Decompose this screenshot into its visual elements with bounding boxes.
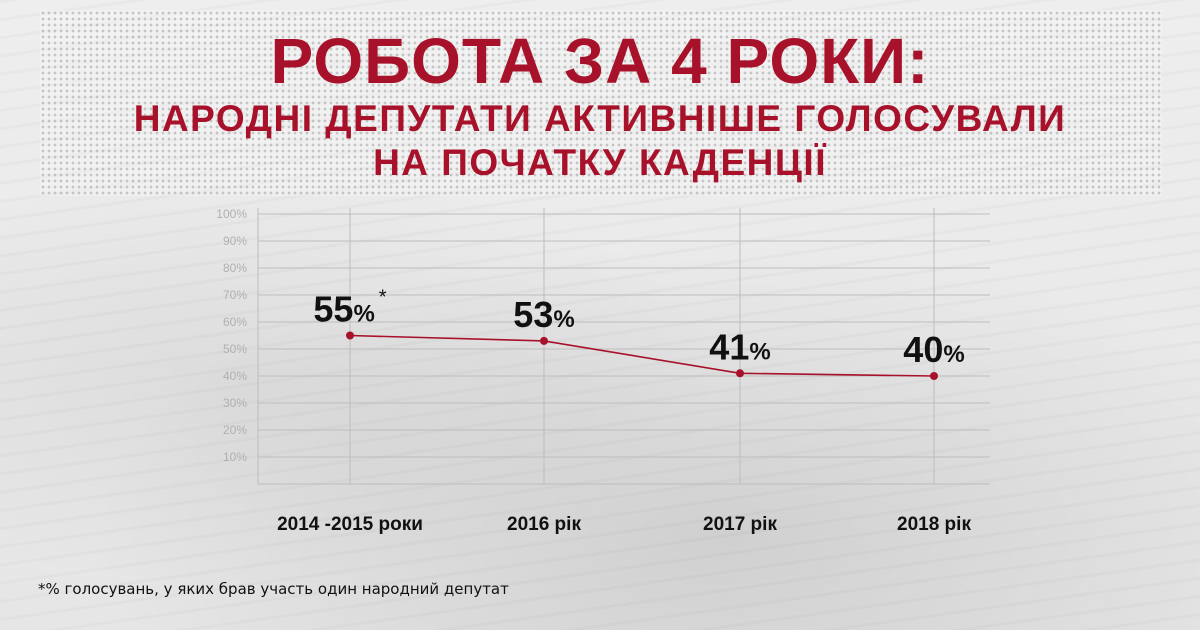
data-label: 40% (903, 329, 964, 370)
data-label: 55%* (313, 287, 386, 330)
data-label: 53% (513, 294, 574, 335)
data-labels: 55%* 53% 41% 40% (313, 287, 964, 371)
data-point (736, 369, 744, 378)
data-label: 41% (709, 326, 770, 367)
y-tick-label: 20% (223, 423, 247, 437)
x-axis-label: 2014 -2015 роки (277, 514, 423, 535)
y-tick-label: 30% (223, 396, 247, 410)
y-tick-label: 90% (223, 234, 247, 248)
x-axis-label: 2017 рік (703, 514, 777, 535)
x-axis-labels: 2014 -2015 роки 2016 рік 2017 рік 2018 рік (277, 514, 971, 535)
y-tick-label: 60% (223, 315, 247, 329)
data-point (540, 336, 548, 345)
footnote: *% голосувань, у яких брав участь один н… (38, 580, 509, 598)
y-tick-label: 10% (223, 450, 247, 464)
series-line (349, 334, 935, 377)
chart-subtitle-line2: НА ПОЧАТКУ КАДЕНЦІЇ (373, 142, 827, 183)
chart-grid (257, 208, 990, 485)
y-tick-label: 80% (223, 261, 247, 275)
chart-subtitle-line1: НАРОДНІ ДЕПУТАТИ АКТИВНІШЕ ГОЛОСУВАЛИ (133, 98, 1067, 139)
x-axis-label: 2016 рік (507, 514, 581, 535)
data-point (346, 331, 354, 340)
title-dot-pattern (40, 10, 1162, 196)
y-tick-label: 40% (223, 369, 247, 383)
y-tick-label: 70% (223, 288, 247, 302)
x-axis-label: 2018 рік (897, 514, 971, 535)
y-axis-tick-labels: 100% 90% 80% 70% 60% 50% 40% 30% 20% 10% (216, 207, 247, 464)
chart-title: РОБОТА ЗА 4 РОКИ: (270, 25, 930, 97)
y-tick-label: 100% (216, 207, 247, 221)
y-tick-label: 50% (223, 342, 247, 356)
data-point (930, 372, 938, 380)
data-series (346, 331, 938, 380)
